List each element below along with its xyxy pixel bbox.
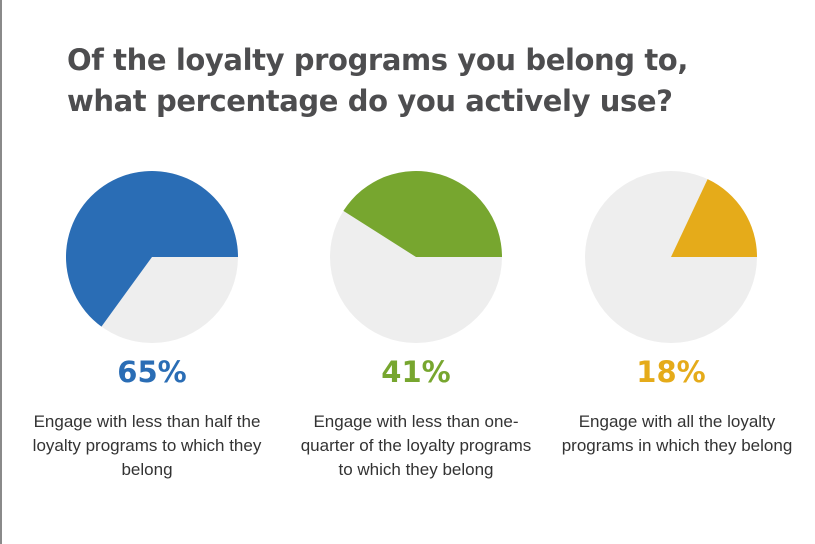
chart-title: Of the loyalty programs you belong to, w… xyxy=(67,40,787,122)
pie-1-percent-label: 65% xyxy=(117,355,187,389)
pie-1-description: Engage with less than half the loyalty p… xyxy=(32,412,262,479)
pie-chart-2 xyxy=(330,171,502,343)
pie-3-percent-label: 18% xyxy=(636,355,706,389)
left-border xyxy=(0,0,2,544)
pie-chart-1 xyxy=(66,171,238,343)
pie-2-percent-label: 41% xyxy=(381,355,451,389)
pie-3-description: Engage with all the loyalty programs in … xyxy=(561,412,793,455)
pie-1-slice xyxy=(66,171,238,327)
chart-title-line-2: what percentage do you actively use? xyxy=(67,84,673,118)
chart-title-line-1: Of the loyalty programs you belong to, xyxy=(67,43,688,77)
pie-3-slice xyxy=(671,179,757,257)
pie-2-description: Engage with less than one-quarter of the… xyxy=(300,412,532,479)
pie-chart-3 xyxy=(585,171,757,343)
pie-2-slice xyxy=(343,171,502,257)
